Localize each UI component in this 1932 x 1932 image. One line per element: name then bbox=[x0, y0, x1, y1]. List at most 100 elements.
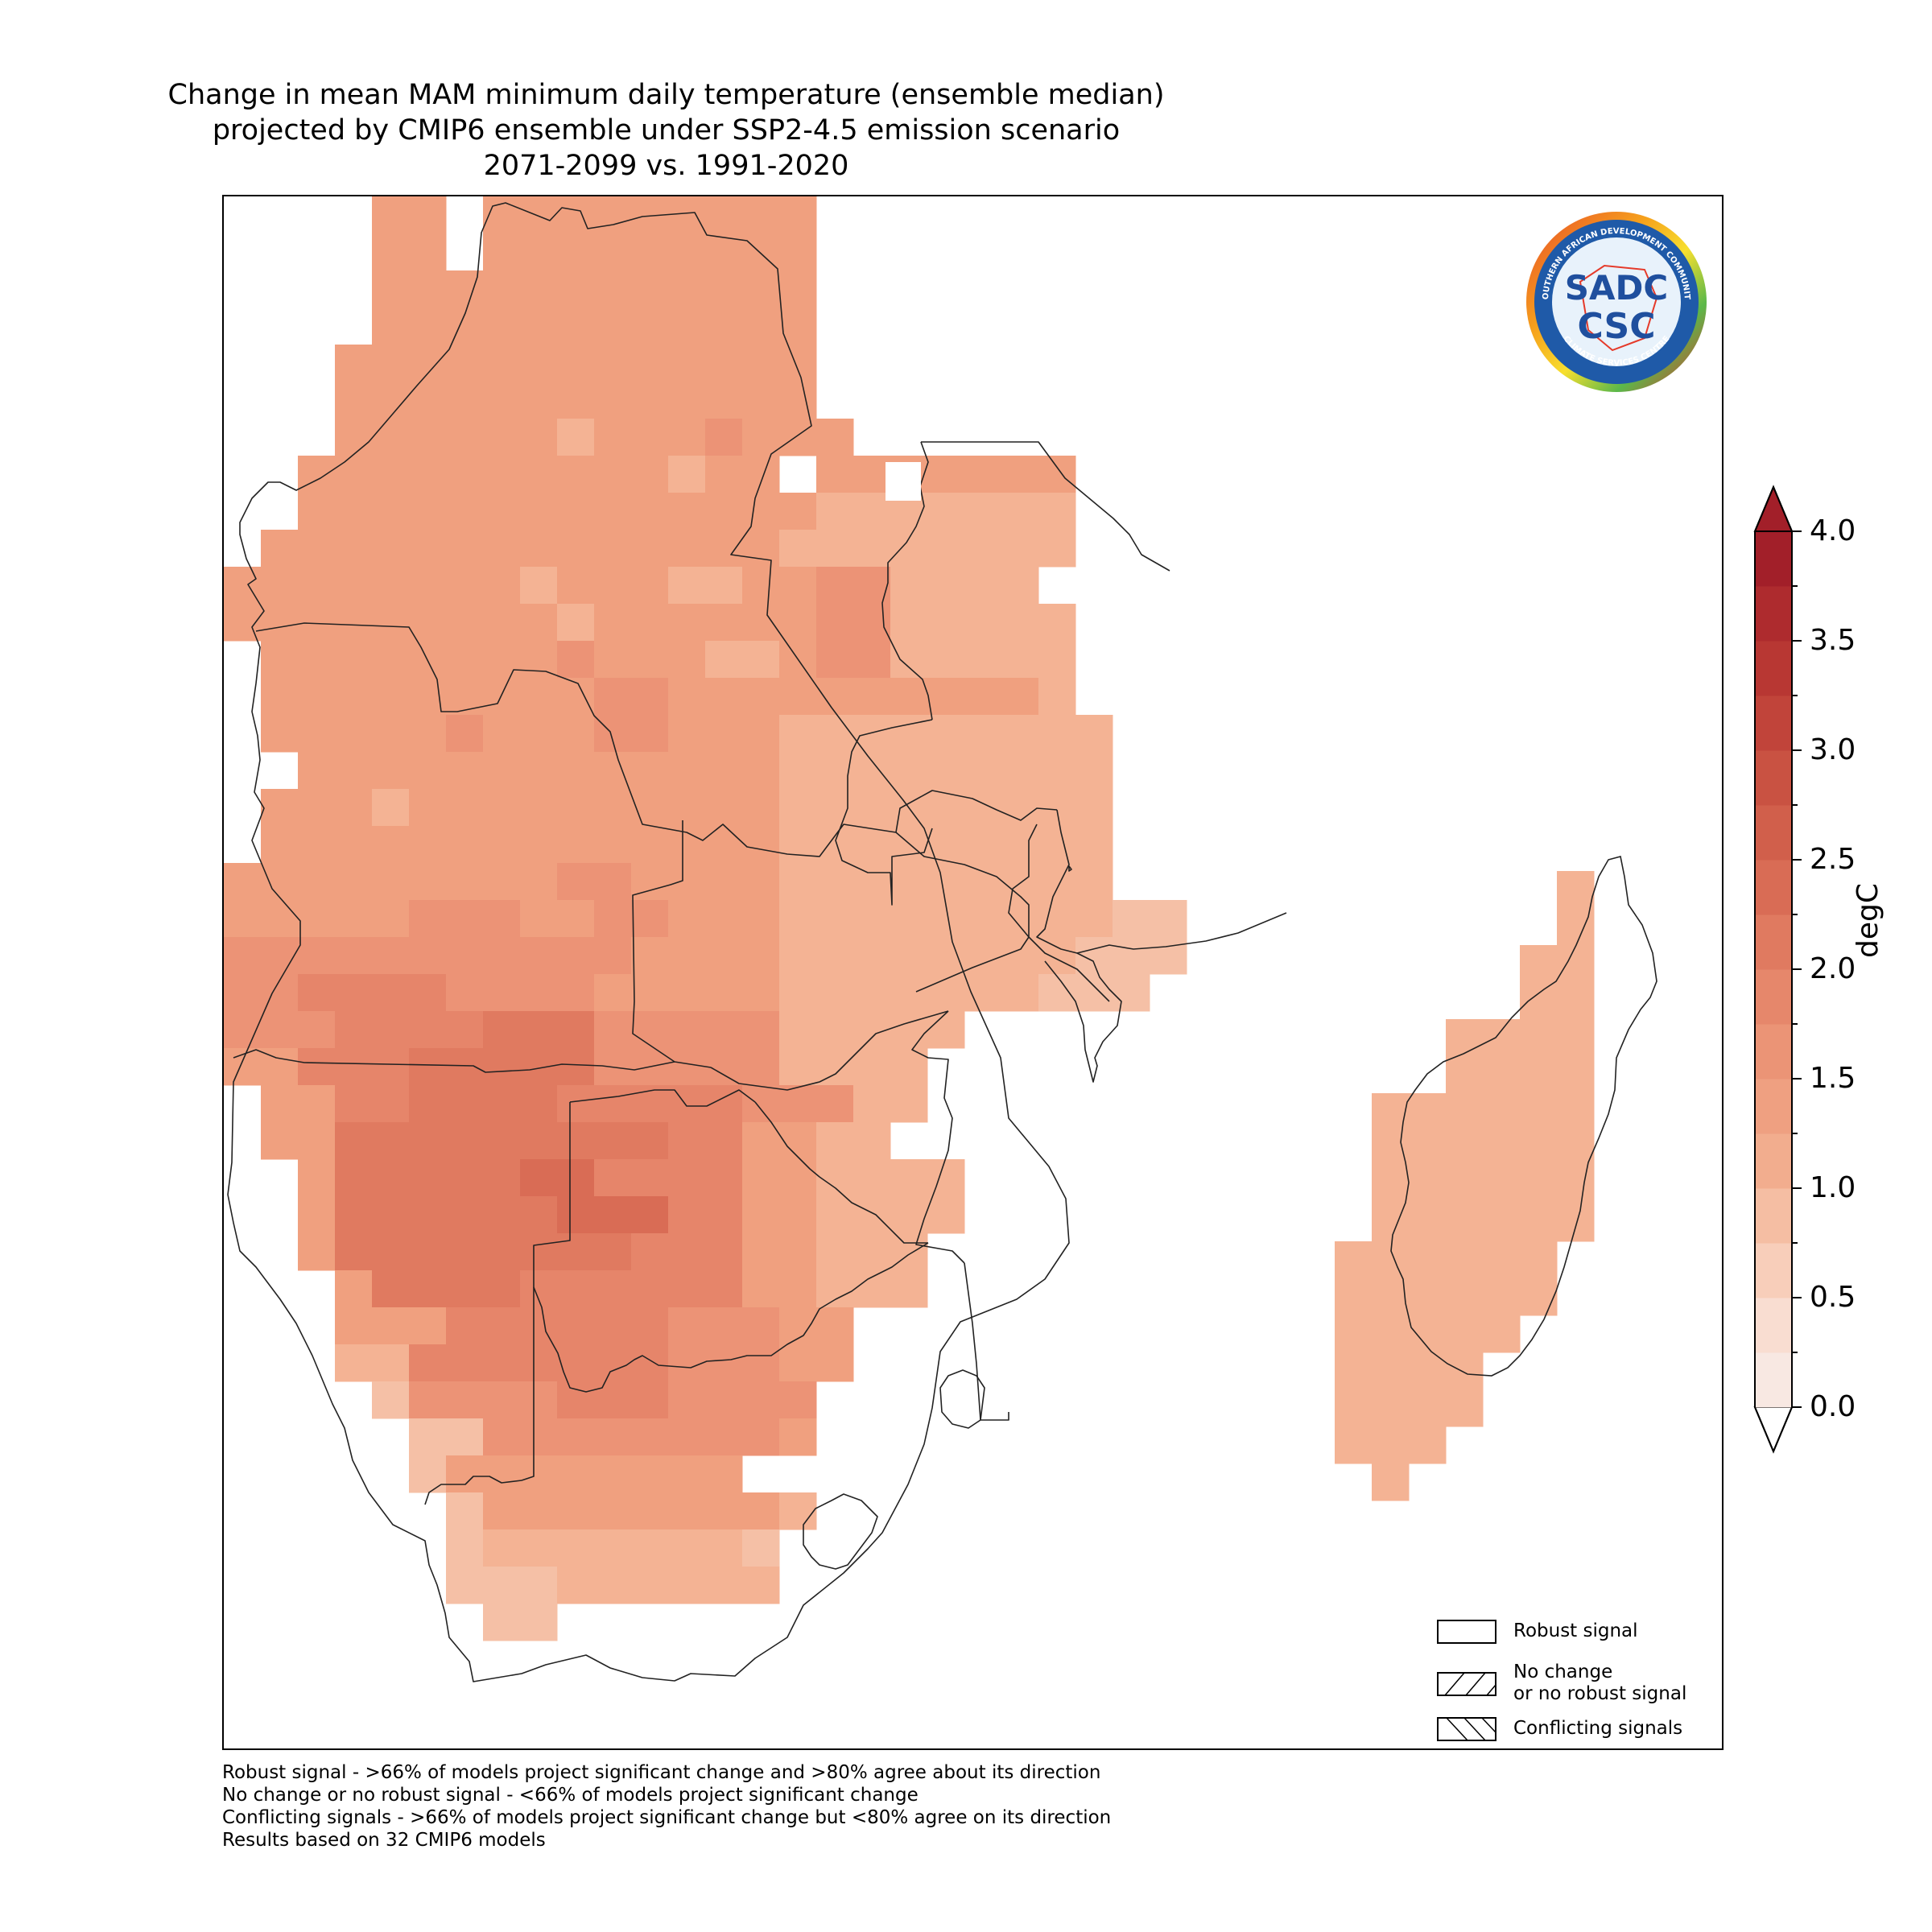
colorbar-segment bbox=[1755, 969, 1792, 1025]
border-caprivi bbox=[569, 1089, 756, 1107]
country-borders bbox=[227, 202, 1287, 1682]
grid-cell bbox=[446, 1307, 669, 1345]
grid-cell bbox=[668, 715, 780, 753]
grid-cell bbox=[261, 826, 780, 864]
grid-cell bbox=[668, 1196, 743, 1234]
colorbar-tick-label: 3.5 bbox=[1810, 624, 1856, 657]
colorbar-tick-label: 0.5 bbox=[1810, 1281, 1856, 1314]
grid-cell bbox=[631, 1233, 743, 1271]
grid-cell bbox=[668, 1381, 817, 1419]
grid-cell bbox=[335, 382, 743, 419]
grid-cell bbox=[779, 345, 817, 382]
grid-cell bbox=[742, 1122, 817, 1160]
grid-cell bbox=[594, 974, 780, 1012]
grid-cell bbox=[1075, 937, 1187, 975]
grid-cell bbox=[557, 604, 595, 642]
title-line-2: projected by CMIP6 ensemble under SSP2-4… bbox=[212, 114, 1121, 147]
grid-cell bbox=[335, 1159, 521, 1197]
legend-swatch-conflicting bbox=[1437, 1717, 1496, 1741]
grid-cell bbox=[816, 1196, 965, 1234]
grid-cell bbox=[335, 1011, 484, 1049]
grid-cell bbox=[779, 1307, 854, 1345]
border-zimbabwe-botswana bbox=[754, 1101, 928, 1244]
colorbar-segment bbox=[1755, 1133, 1792, 1189]
legend-label-no-change: No change or no robust signal bbox=[1513, 1662, 1686, 1705]
grid-cell bbox=[520, 1196, 558, 1234]
grid-cell bbox=[483, 1011, 595, 1049]
grid-cell bbox=[335, 937, 632, 975]
grid-cell bbox=[705, 641, 780, 679]
grid-cell bbox=[631, 863, 780, 901]
grid-cell bbox=[261, 1122, 336, 1160]
grid-cell bbox=[816, 678, 1039, 716]
colorbar-segment bbox=[1755, 860, 1792, 915]
grid-cell bbox=[668, 1122, 743, 1160]
grid-cell bbox=[298, 1196, 336, 1234]
grid-cell bbox=[483, 1418, 780, 1456]
grid-cell bbox=[335, 1307, 447, 1345]
border-southafrica-mozambique bbox=[964, 1262, 1009, 1421]
border-malawi bbox=[1036, 809, 1122, 1083]
grid-cell bbox=[631, 937, 780, 975]
grid-cells bbox=[224, 196, 1595, 1641]
grid-cell bbox=[853, 1085, 928, 1123]
grid-cell bbox=[372, 270, 817, 308]
grid-cell bbox=[779, 826, 928, 864]
grid-cell bbox=[742, 419, 780, 456]
grid-cell bbox=[1557, 871, 1595, 909]
grid-cell bbox=[557, 419, 595, 456]
logo-graphic: SADC CSC SOUTHERN AFRICAN DEVELOPMENT CO… bbox=[1520, 203, 1707, 392]
grid-cell bbox=[779, 1011, 965, 1049]
grid-cell bbox=[742, 1159, 817, 1197]
grid-cell bbox=[409, 1048, 595, 1086]
grid-cell bbox=[705, 456, 780, 493]
grid-cell bbox=[409, 1085, 558, 1123]
grid-cell bbox=[483, 530, 780, 568]
colorbar-segment bbox=[1755, 914, 1792, 970]
grid-cell bbox=[1038, 974, 1150, 1012]
colorbar-tick-label: 1.0 bbox=[1810, 1171, 1856, 1204]
grid-cell bbox=[261, 1085, 336, 1123]
grid-cell bbox=[335, 1085, 410, 1123]
border-mozambique-zimbabwe bbox=[911, 1010, 965, 1264]
grid-cell bbox=[409, 1418, 484, 1456]
colorbar-segment bbox=[1755, 696, 1792, 751]
border-zambia-tanzania bbox=[895, 790, 1058, 833]
title-line-3: 2071-2099 vs. 1991-2020 bbox=[483, 150, 849, 182]
grid-cell bbox=[816, 1122, 891, 1160]
grid-cell bbox=[594, 1011, 780, 1049]
legend-label-conflicting: Conflicting signals bbox=[1513, 1718, 1683, 1739]
grid-cell bbox=[1335, 1426, 1447, 1464]
lake-victoria-gap bbox=[886, 462, 921, 501]
grid-cell bbox=[298, 1048, 410, 1086]
grid-cell bbox=[224, 604, 558, 642]
grid-cell bbox=[816, 1159, 965, 1197]
grid-cell bbox=[668, 1307, 780, 1345]
footnotes: Robust signal - >66% of models project s… bbox=[222, 1761, 1111, 1852]
grid-cell bbox=[224, 900, 410, 938]
grid-cell bbox=[557, 641, 595, 679]
legend-label-no-change-line2: or no robust signal bbox=[1513, 1683, 1687, 1704]
grid-cell bbox=[372, 789, 410, 827]
legend-label-robust: Robust signal bbox=[1513, 1620, 1638, 1641]
grid-cell bbox=[298, 1159, 336, 1197]
grid-cell bbox=[298, 974, 447, 1012]
grid-cell bbox=[779, 974, 1039, 1012]
grid-cell bbox=[335, 345, 743, 382]
colorbar-segment bbox=[1755, 586, 1792, 642]
grid-cell bbox=[224, 863, 447, 901]
grid-cell bbox=[816, 567, 891, 605]
border-zambia-zimbabwe bbox=[710, 1010, 949, 1091]
grid-cell bbox=[446, 1455, 706, 1493]
grid-cell bbox=[1038, 715, 1113, 753]
grid-cell bbox=[705, 752, 780, 790]
grid-cell bbox=[594, 1159, 743, 1197]
grid-cell bbox=[1038, 641, 1076, 679]
grid-cell bbox=[1372, 1204, 1595, 1242]
grid-cell bbox=[742, 1233, 817, 1271]
grid-cell bbox=[594, 604, 780, 642]
grid-cell bbox=[779, 493, 817, 530]
border-zambia-drc bbox=[895, 832, 1110, 1002]
grid-cell bbox=[1113, 900, 1187, 938]
map-panel bbox=[222, 195, 1724, 1750]
